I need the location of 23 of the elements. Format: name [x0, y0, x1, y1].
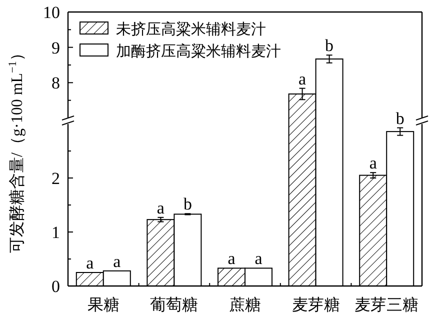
y-tick-label: 1 — [52, 223, 60, 242]
x-tick-label: 蔗糖 — [229, 296, 261, 314]
legend-label: 加酶挤压高粱米辅料麦汁 — [116, 43, 281, 60]
data-label: a — [369, 154, 378, 173]
data-label: b — [325, 36, 334, 56]
data-label: b — [183, 194, 192, 214]
y-tick-label: 10 — [43, 3, 60, 22]
y-tick-label: 2 — [52, 169, 60, 188]
data-label: a — [156, 198, 165, 218]
data-label: a — [228, 249, 236, 268]
data-label: b — [396, 108, 404, 128]
data-label: a — [254, 249, 263, 268]
x-tick-label: 果糖 — [87, 296, 120, 314]
legend-label: 未挤压高粱米辅料麦汁 — [116, 21, 266, 38]
y-tick-label: 0 — [52, 277, 60, 296]
x-tick-label: 麦芽糖 — [292, 296, 340, 314]
y-tick-label: 9 — [52, 38, 60, 58]
data-label: a — [298, 69, 307, 88]
x-tick-label: 葡萄糖 — [150, 296, 198, 314]
data-label: a — [113, 252, 122, 271]
x-tick-label: 麦芽三糖 — [354, 296, 419, 314]
y-tick-label: 8 — [52, 74, 60, 93]
data-label: a — [86, 254, 94, 272]
